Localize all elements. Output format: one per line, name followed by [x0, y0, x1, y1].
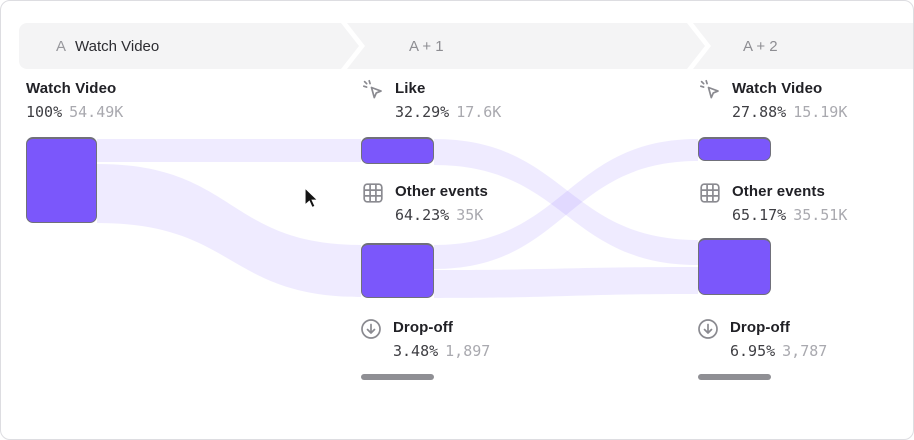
dropoff-node-bar-a1[interactable]	[361, 374, 434, 380]
event-percent: 32.29%	[395, 103, 450, 121]
sankey-node-other-events-a2[interactable]	[698, 238, 771, 295]
node-label-watch-video-a: Watch Video 100% 54.49K	[26, 80, 123, 121]
node-label-like: Like 32.29% 17.6K	[361, 79, 501, 121]
event-count: 35.51K	[793, 206, 848, 224]
event-stats: 64.23% 35K	[395, 206, 488, 224]
node-label-drop-off-a2: Drop-off 6.95% 3,787	[696, 319, 827, 360]
step-header-a-plus-2[interactable]: A + 2	[693, 23, 913, 69]
event-stats: 27.88% 15.19K	[732, 103, 847, 121]
event-name: Watch Video	[26, 80, 117, 97]
event-percent: 100%	[26, 103, 63, 121]
event-percent: 27.88%	[732, 103, 787, 121]
node-label-watch-video-a2: Watch Video 27.88% 15.19K	[698, 79, 847, 121]
mouse-cursor	[304, 187, 320, 209]
step-header-a-plus-1[interactable]: A + 1	[347, 23, 705, 69]
event-percent: 6.95%	[730, 342, 776, 360]
grid-icon	[363, 183, 383, 203]
sankey-node-watch-video-a[interactable]	[26, 137, 97, 223]
event-percent: 64.23%	[395, 206, 450, 224]
event-percent: 65.17%	[732, 206, 787, 224]
arrow-down-circle-icon	[698, 319, 718, 339]
event-name: Other events	[732, 183, 825, 200]
event-percent: 3.48%	[393, 342, 439, 360]
flow-like-to-otherevents[interactable]	[434, 139, 698, 265]
event-name: Like	[395, 80, 426, 97]
flow-watchvideo-to-like[interactable]	[97, 139, 361, 162]
event-stats: 32.29% 17.6K	[395, 103, 501, 121]
sankey-node-watch-video-a2[interactable]	[698, 137, 771, 161]
event-count: 1,897	[445, 342, 491, 360]
event-stats: 3.48% 1,897	[393, 342, 490, 360]
event-count: 54.49K	[69, 103, 124, 121]
event-count: 3,787	[782, 342, 828, 360]
event-count: 17.6K	[456, 103, 502, 121]
step-label: Watch Video	[75, 37, 160, 55]
step-header-a[interactable]: A Watch Video	[19, 23, 359, 69]
flow-otherevents-to-watchvideo[interactable]	[434, 139, 698, 269]
sankey-node-other-events-a1[interactable]	[361, 243, 434, 298]
node-label-drop-off-a1: Drop-off 3.48% 1,897	[359, 319, 490, 360]
cursor-click-icon	[699, 79, 719, 99]
grid-icon	[700, 183, 720, 203]
event-stats: 100% 54.49K	[26, 103, 123, 121]
event-count: 35K	[456, 206, 484, 224]
arrow-down-circle-icon	[361, 319, 381, 339]
event-name: Drop-off	[730, 319, 790, 336]
event-name: Drop-off	[393, 319, 453, 336]
event-count: 15.19K	[793, 103, 848, 121]
cursor-click-icon	[362, 79, 382, 99]
step-label: A + 2	[743, 37, 778, 55]
node-label-other-events-a2: Other events 65.17% 35.51K	[698, 183, 847, 224]
event-stats: 6.95% 3,787	[730, 342, 827, 360]
event-stats: 65.17% 35.51K	[732, 206, 847, 224]
event-name: Watch Video	[732, 80, 823, 97]
node-label-other-events-a1: Other events 64.23% 35K	[361, 183, 488, 224]
flow-otherevents-to-otherevents[interactable]	[434, 267, 698, 298]
step-letter: A	[56, 37, 67, 55]
dropoff-node-bar-a2[interactable]	[698, 374, 771, 380]
event-name: Other events	[395, 183, 488, 200]
step-label: A + 1	[409, 37, 444, 55]
sankey-node-like[interactable]	[361, 137, 434, 164]
flow-watchvideo-to-otherevents[interactable]	[97, 164, 361, 297]
